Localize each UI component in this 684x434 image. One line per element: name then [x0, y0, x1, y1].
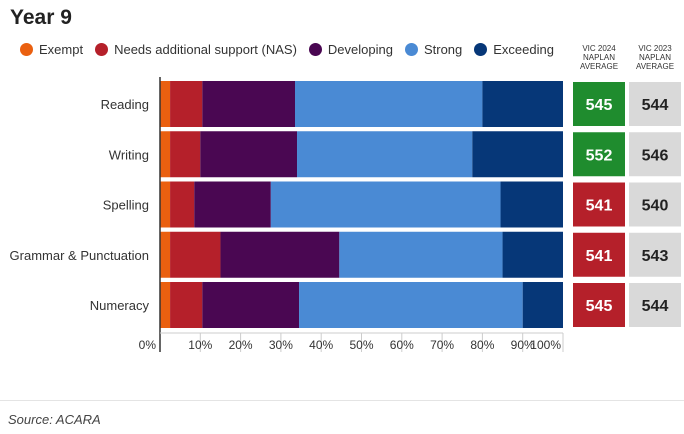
divider: [0, 400, 684, 401]
vic-2023-value-grammar-punctuation: 543: [642, 248, 669, 265]
vic-2023-value-spelling: 540: [642, 198, 669, 215]
vic-2023-value-writing: 546: [642, 147, 669, 164]
column-header-vic-2023-line1: VIC 2023: [638, 44, 672, 53]
vic-2023-box-reading: [629, 82, 681, 126]
bar-segment-reading-strong: [295, 81, 483, 127]
vic-2023-value-numeracy: 544: [642, 298, 669, 315]
column-header-vic-2024-line1: VIC 2024: [582, 44, 616, 53]
legend-item-exempt: Exempt: [20, 42, 83, 57]
bar-segment-grammar-punctuation-needs: [170, 231, 221, 278]
legend-swatch-exceeding: [474, 42, 488, 56]
bar-segment-grammar-punctuation-strong: [339, 231, 503, 278]
category-label-reading: Reading: [101, 97, 149, 112]
vic-2023-value-reading: 544: [642, 97, 669, 114]
bar-segment-writing-strong: [297, 131, 473, 178]
vic-2024-value-reading: 545: [586, 97, 613, 114]
bar-segment-reading-needs: [170, 81, 203, 127]
x-tick-label-6: 60%: [390, 338, 414, 352]
x-tick-label-9: 90%: [511, 338, 535, 352]
category-label-numeracy: Numeracy: [90, 298, 150, 313]
legend-label-exempt: Exempt: [39, 41, 84, 57]
vic-2024-box-writing: [573, 132, 625, 177]
bar-segment-reading-exempt: [160, 81, 171, 127]
bar-segment-grammar-punctuation-exempt: [160, 231, 171, 278]
legend-label-nas: Needs additional support (NAS): [114, 41, 297, 57]
bar-segment-numeracy-strong: [299, 282, 523, 328]
column-header-vic-2024: VIC 2024 NAPLAN AVERAGE: [572, 44, 626, 71]
x-tick-label-4: 40%: [309, 338, 333, 352]
x-tick-label-3: 30%: [269, 338, 293, 352]
legend-swatch-exempt: [20, 42, 33, 56]
legend-label-strong: Strong: [423, 41, 463, 57]
vic-2024-box-reading: [573, 82, 625, 126]
legend-swatch-developing: [308, 42, 322, 56]
x-tick-label-1: 10%: [188, 338, 212, 352]
legend-item-nas: Needs additional support (NAS): [95, 42, 297, 57]
category-label-grammar-punctuation: Grammar & Punctuation: [10, 248, 149, 263]
bar-segment-spelling-developing: [194, 181, 271, 228]
legend-item-strong: Strong: [404, 41, 463, 57]
x-tick-label-5: 50%: [349, 338, 373, 352]
bar-segment-numeracy-developing: [202, 282, 300, 328]
vic-2023-box-spelling: [629, 182, 681, 227]
vic-2024-box-numeracy: [573, 283, 625, 327]
vic-2024-value-numeracy: 545: [586, 298, 613, 315]
vic-2024-value-grammar-punctuation: 541: [586, 248, 613, 265]
legend: Exempt Needs additional support (NAS) De…: [20, 40, 566, 58]
column-header-vic-2024-line3: AVERAGE: [579, 62, 619, 71]
bar-segment-numeracy-exceeding: [522, 282, 563, 328]
x-tick-label-7: 70%: [430, 338, 454, 352]
source-note: Source: ACARA: [8, 412, 101, 427]
x-tick-label-2: 20%: [229, 338, 253, 352]
vic-2023-box-writing: [629, 132, 681, 177]
bar-segment-reading-exceeding: [482, 81, 563, 127]
column-header-vic-2023-line2: NAPLAN: [638, 53, 671, 62]
chart-title: Year 9: [10, 6, 72, 29]
bar-segment-writing-exempt: [160, 131, 171, 178]
legend-swatch-nas: [95, 42, 109, 56]
column-header-vic-2024-line2: NAPLAN: [582, 53, 615, 62]
category-label-spelling: Spelling: [103, 198, 149, 213]
bar-segment-grammar-punctuation-developing: [220, 231, 340, 278]
legend-item-developing: Developing: [308, 41, 393, 57]
x-tick-label-0: 0%: [139, 338, 157, 352]
vic-2024-value-spelling: 541: [586, 198, 613, 215]
vic-2023-box-numeracy: [629, 283, 681, 327]
x-tick-label-8: 80%: [470, 338, 494, 352]
vic-2024-box-spelling: [573, 182, 625, 227]
x-tick-label-10: 100%: [530, 338, 561, 352]
legend-item-exceeding: Exceeding: [474, 42, 554, 57]
legend-swatch-strong: [404, 42, 418, 56]
bar-segment-writing-developing: [200, 131, 298, 178]
bar-segment-spelling-strong: [270, 181, 501, 228]
bar-segment-writing-exceeding: [472, 131, 563, 178]
column-header-vic-2023: VIC 2023 NAPLAN AVERAGE: [628, 44, 682, 71]
category-label-writing: Writing: [109, 147, 149, 162]
bar-segment-spelling-exceeding: [500, 181, 563, 228]
stacked-bar-chart: Reading 545 544 Writing 552 546 Spelling 541 540…: [10, 77, 681, 352]
column-header-vic-2023-line3: AVERAGE: [635, 62, 675, 71]
legend-label-exceeding: Exceeding: [493, 41, 554, 57]
bar-segment-grammar-punctuation-exceeding: [502, 231, 563, 278]
bar-segment-numeracy-exempt: [160, 282, 171, 328]
bar-segment-writing-needs: [170, 131, 201, 178]
bar-segment-spelling-needs: [170, 181, 195, 228]
legend-label-developing: Developing: [327, 41, 393, 57]
vic-2024-value-writing: 552: [586, 147, 613, 164]
vic-2023-box-grammar-punctuation: [629, 232, 681, 277]
bar-segment-reading-developing: [202, 81, 296, 127]
vic-2024-box-grammar-punctuation: [573, 232, 625, 277]
bar-segment-spelling-exempt: [160, 181, 171, 228]
bar-segment-numeracy-needs: [170, 282, 203, 328]
